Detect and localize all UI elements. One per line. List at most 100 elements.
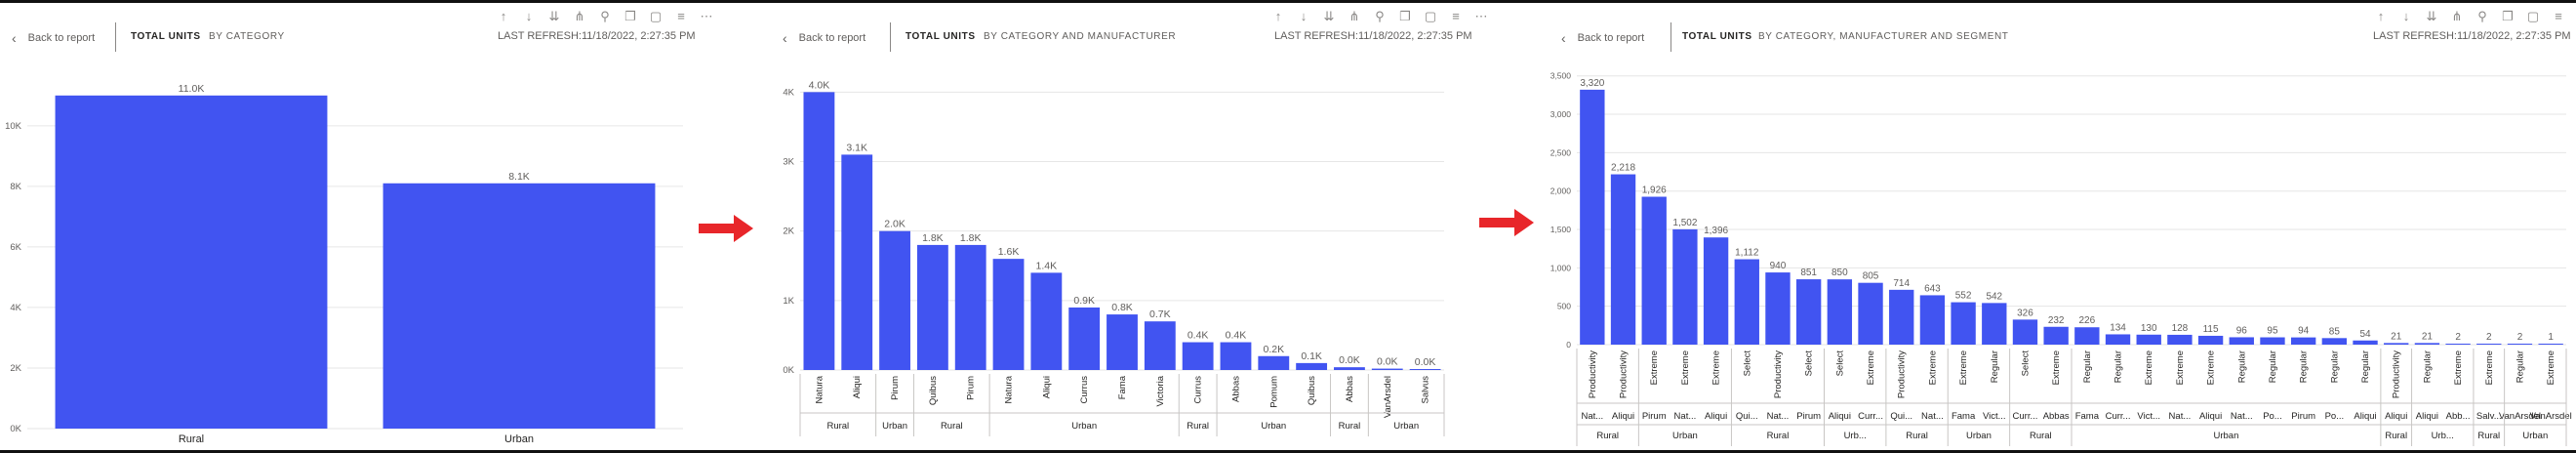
x-manufacturer-label: Po... xyxy=(2325,411,2345,422)
y-tick-label: 2K xyxy=(10,363,21,374)
data-label: 0.4K xyxy=(1187,330,1209,342)
data-label: 1.8K xyxy=(922,232,944,244)
expand-hierarchy-icon[interactable]: ⋔ xyxy=(2451,9,2463,23)
data-label: 940 xyxy=(1770,261,1787,271)
x-manufacturer-label: Po... xyxy=(2263,411,2282,422)
y-tick-label: 1K xyxy=(783,296,794,307)
x-manufacturer-label: Nat... xyxy=(1921,411,1944,422)
filter-icon[interactable]: ≡ xyxy=(1452,9,1460,23)
bar xyxy=(55,95,328,429)
x-category-label: Regular xyxy=(2360,350,2371,383)
tab-total-units[interactable]: TOTAL UNITS xyxy=(1682,31,1752,42)
x-category-label: Regular xyxy=(2268,350,2278,383)
pin-icon[interactable]: ⚲ xyxy=(1375,9,1385,23)
x-manufacturer-label: Pirum xyxy=(2291,411,2315,422)
back-to-report-button[interactable]: ‹ Back to report xyxy=(1561,30,1644,46)
back-to-report-button[interactable]: ‹ Back to report xyxy=(783,30,865,46)
arrow-up-icon[interactable]: ↑ xyxy=(2377,9,2385,23)
filter-icon[interactable]: ≡ xyxy=(677,9,685,23)
expand-hierarchy-icon[interactable]: ⋔ xyxy=(1348,9,1360,23)
bar xyxy=(1371,368,1403,370)
bar xyxy=(1795,279,1822,345)
arrow-down-icon[interactable]: ↓ xyxy=(525,9,533,23)
tab-breakdown[interactable]: BY CATEGORY xyxy=(209,31,285,42)
x-category-label: Extreme xyxy=(1680,350,1691,385)
tab-breakdown[interactable]: BY CATEGORY AND MANUFACTURER xyxy=(984,31,1177,42)
data-label: 0.4K xyxy=(1226,330,1247,342)
y-tick-label: 1,000 xyxy=(1550,263,1572,272)
focus-mode-icon[interactable]: ▢ xyxy=(649,9,663,23)
x-category-label: Regular xyxy=(2082,350,2093,383)
x-group-label: Urban xyxy=(2214,431,2239,441)
bar xyxy=(1951,302,1976,345)
copy-icon[interactable]: ❐ xyxy=(1399,9,1411,23)
back-to-report-button[interactable]: ‹ Back to report xyxy=(12,30,95,46)
double-arrow-down-icon[interactable]: ⇊ xyxy=(1323,9,1335,23)
arrow-up-icon[interactable]: ↑ xyxy=(1274,9,1282,23)
copy-icon[interactable]: ❐ xyxy=(624,9,636,23)
data-label: 2.0K xyxy=(884,219,906,230)
x-manufacturer-label: Fama xyxy=(1952,411,1976,422)
x-group-label: Rural xyxy=(1906,431,1928,441)
x-manufacturer-label: Qui... xyxy=(1890,411,1912,422)
drill-panel-by-category-manufacturer-segment: ↑ ↓ ⇊ ⋔ ⚲ ❐ ▢ ≡ ⋯ ‹ Back to report TOTAL… xyxy=(1542,3,2576,450)
data-label: 3,320 xyxy=(1580,78,1604,89)
tab-breakdown[interactable]: BY CATEGORY, MANUFACTURER AND SEGMENT xyxy=(1758,31,2009,42)
x-category-label: Regular xyxy=(2329,350,2340,383)
x-category-label: Fama xyxy=(1117,375,1128,399)
double-arrow-down-icon[interactable]: ⇊ xyxy=(548,9,560,23)
pin-icon[interactable]: ⚲ xyxy=(600,9,610,23)
more-options-icon[interactable]: ⋯ xyxy=(1474,9,1488,23)
bar xyxy=(1765,272,1791,345)
bar xyxy=(2321,338,2348,345)
x-manufacturer-label: Nat... xyxy=(1767,411,1790,422)
pin-icon[interactable]: ⚲ xyxy=(2477,9,2487,23)
x-category-label: Abbas xyxy=(1230,376,1241,402)
expand-hierarchy-icon[interactable]: ⋔ xyxy=(574,9,585,23)
data-label: 0.0K xyxy=(1377,356,1398,368)
x-group-label: Rural xyxy=(2385,431,2407,441)
x-manufacturer-label: Aliqui xyxy=(2416,411,2438,422)
x-group-label: Rural xyxy=(2030,431,2052,441)
focus-mode-icon[interactable]: ▢ xyxy=(2526,9,2540,23)
tab-total-units[interactable]: TOTAL UNITS xyxy=(906,31,976,42)
filter-icon[interactable]: ≡ xyxy=(2555,9,2562,23)
double-arrow-down-icon[interactable]: ⇊ xyxy=(2426,9,2437,23)
data-label: 115 xyxy=(2203,324,2219,335)
bar xyxy=(2476,344,2502,345)
data-label: 128 xyxy=(2172,323,2189,334)
x-category-label: Extreme xyxy=(2453,350,2464,385)
tab-total-units[interactable]: TOTAL UNITS xyxy=(131,31,201,42)
red-arrow-icon xyxy=(699,215,753,242)
x-category-label: Extreme xyxy=(1711,350,1722,385)
focus-mode-icon[interactable]: ▢ xyxy=(1424,9,1437,23)
arrow-down-icon[interactable]: ↓ xyxy=(2402,9,2410,23)
x-category-label: Extreme xyxy=(2144,350,2154,385)
bar xyxy=(1220,342,1252,370)
x-category-label: Regular xyxy=(2113,350,2124,383)
bar xyxy=(1409,369,1441,370)
arrow-up-icon[interactable]: ↑ xyxy=(500,9,507,23)
visual-toolbar: ↑ ↓ ⇊ ⋔ ⚲ ❐ ▢ ≡ ⋯ xyxy=(2373,9,2576,24)
data-label: 0.1K xyxy=(1301,350,1322,362)
x-manufacturer-label: Curr... xyxy=(1858,411,1883,422)
data-label: 0.0K xyxy=(1415,356,1436,368)
back-to-report-label: Back to report xyxy=(1577,32,1645,44)
arrow-down-icon[interactable]: ↓ xyxy=(1300,9,1308,23)
x-category-label: Extreme xyxy=(1958,350,1969,385)
x-manufacturer-label: Vict... xyxy=(2137,411,2160,422)
data-label: 8.1K xyxy=(508,171,530,183)
drill-panel-by-category: ↑ ↓ ⇊ ⋔ ⚲ ❐ ▢ ≡ ⋯ ‹ Back to report TOTAL… xyxy=(0,3,712,450)
copy-icon[interactable]: ❐ xyxy=(2502,9,2514,23)
x-category-label: Select xyxy=(1742,350,1752,377)
bar xyxy=(2197,335,2224,345)
y-tick-label: 10K xyxy=(5,121,22,132)
x-category-label: Regular xyxy=(2515,350,2525,383)
more-options-icon[interactable]: ⋯ xyxy=(700,9,713,23)
red-arrow-icon xyxy=(1479,209,1534,236)
drill-panel-by-category-manufacturer: ↑ ↓ ⇊ ⋔ ⚲ ❐ ▢ ≡ ⋯ ‹ Back to report TOTAL… xyxy=(771,3,1488,450)
y-tick-label: 2,000 xyxy=(1550,186,1572,196)
bar xyxy=(2290,337,2316,345)
x-manufacturer-label: Fama xyxy=(2075,411,2100,422)
x-group-label: Urb... xyxy=(1844,431,1867,441)
